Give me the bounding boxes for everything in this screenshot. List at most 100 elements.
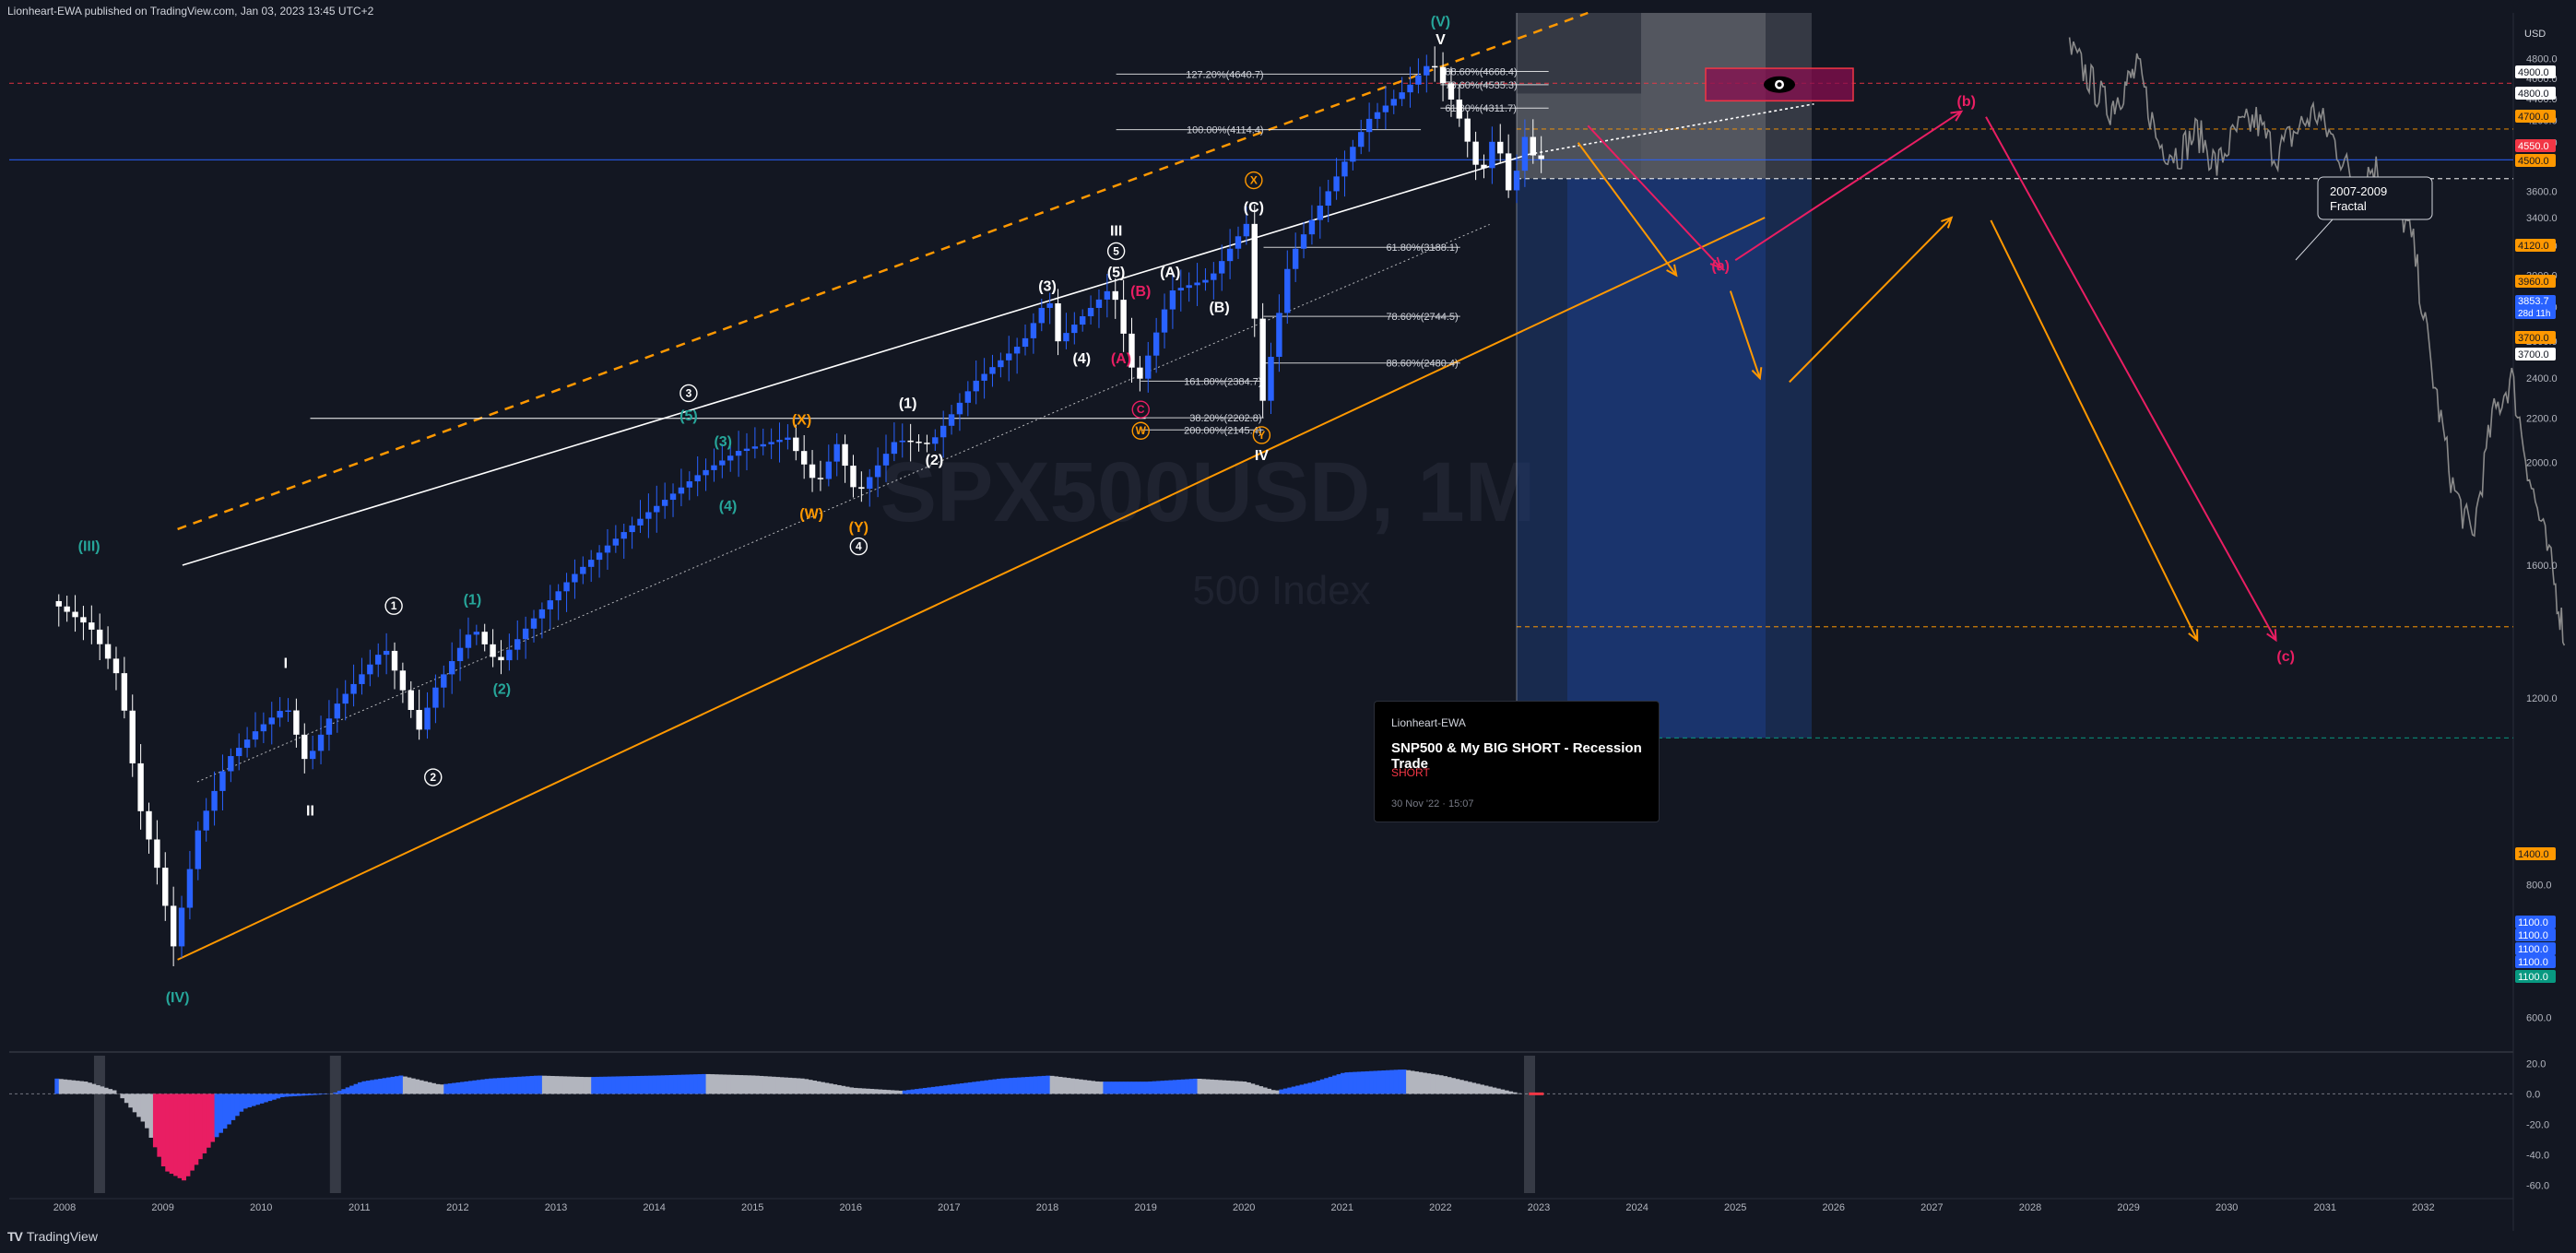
osc-bar-326 (1389, 1070, 1395, 1094)
candle-body-159 (1358, 132, 1365, 148)
osc-bar-345 (1467, 1082, 1472, 1094)
wave-circle-21 (1106, 242, 1126, 261)
candle-body-62 (563, 582, 570, 592)
candle-body-67 (604, 545, 611, 553)
price-axis-unit: USD (2524, 29, 2546, 40)
osc-bar-240 (1037, 1076, 1043, 1094)
osc-bar-255 (1098, 1082, 1104, 1094)
osc-bar-0 (54, 1078, 60, 1094)
osc-bar-210 (915, 1089, 920, 1094)
osc-bar-49 (254, 1093, 260, 1105)
osc-bar-316 (1348, 1071, 1353, 1094)
osc-bar-161 (714, 1074, 719, 1094)
candle-body-166 (1415, 75, 1422, 85)
wave-label-20: III (1110, 224, 1122, 240)
osc-bar-167 (739, 1075, 744, 1094)
wave-label-0: (III) (78, 539, 100, 555)
osc-bar-97 (452, 1082, 457, 1094)
osc-bar-291 (1246, 1082, 1251, 1094)
osc-bar-118 (538, 1075, 543, 1094)
osc-bar-146 (652, 1075, 657, 1094)
osc-bar-123 (558, 1076, 563, 1094)
tradingview-logo[interactable]: TV TradingView (7, 1229, 98, 1244)
candle-body-173 (1472, 141, 1479, 165)
candle-body-69 (620, 532, 627, 539)
year-label-2020: 2020 (1233, 1202, 1255, 1213)
wave-label-6: (1) (464, 592, 482, 608)
osc-bar-25 (157, 1093, 162, 1157)
osc-bar-11 (100, 1086, 105, 1094)
osc-bar-252 (1086, 1080, 1092, 1094)
osc-bar-30 (177, 1093, 183, 1178)
year-label-2025: 2025 (1724, 1202, 1746, 1213)
candle-body-32 (317, 734, 325, 751)
candle-body-15 (178, 907, 185, 947)
candle-body-171 (1456, 99, 1463, 119)
idea-card[interactable]: Lionheart-EWA SNP500 & My BIG SHORT - Re… (1374, 701, 1660, 822)
wave-label-13: (W) (799, 506, 823, 522)
osc-bar-174 (767, 1076, 773, 1094)
candle-body-26 (268, 717, 275, 725)
candle-body-90 (793, 437, 799, 452)
candle-body-60 (547, 600, 553, 609)
candle-body-125 (1080, 316, 1086, 325)
idea-date: 30 Nov '22 · 15:07 (1391, 798, 1474, 810)
pink-projection-arrow-4 (2266, 629, 2277, 643)
osc-bar-231 (1000, 1078, 1006, 1094)
osc-bar-355 (1508, 1091, 1514, 1094)
wave-circle-29 (1245, 171, 1263, 190)
osc-bar-330 (1406, 1070, 1412, 1094)
candle-body-142 (1219, 261, 1225, 274)
pink-projection-seg-0 (1587, 124, 1721, 269)
price-badge-bg-2 (2515, 110, 2556, 123)
osc-bar-350 (1487, 1086, 1493, 1094)
candle-body-132 (1137, 367, 1143, 379)
osc-bar-300 (1282, 1088, 1288, 1094)
candle-body-106 (924, 443, 930, 444)
price-badge-sub-7: 28d 11h (2518, 309, 2550, 319)
candle-body-104 (907, 440, 914, 443)
osc-bar-57 (288, 1093, 293, 1097)
osc-bar-100 (464, 1081, 469, 1094)
osc-bar-193 (845, 1086, 850, 1094)
candle-body-123 (1063, 333, 1069, 342)
osc-bar-71 (345, 1087, 350, 1094)
osc-bar-5 (75, 1081, 80, 1094)
osc-bar-147 (656, 1075, 662, 1094)
osc-bar-315 (1344, 1072, 1350, 1094)
osc-bar-264 (1135, 1082, 1140, 1094)
candle-body-162 (1382, 105, 1389, 112)
osc-bar-80 (382, 1078, 387, 1094)
osc-bar-232 (1004, 1078, 1010, 1094)
osc-bar-50 (259, 1093, 265, 1104)
osc-bar-137 (615, 1076, 620, 1094)
price-tick-1: 800.0 (2526, 881, 2552, 892)
wave-circle-5 (424, 768, 443, 786)
osc-bar-230 (996, 1079, 1001, 1094)
osc-bar-99 (460, 1082, 466, 1094)
candle-body-129 (1112, 290, 1118, 301)
osc-bar-26 (160, 1093, 166, 1167)
osc-bar-113 (517, 1076, 523, 1094)
osc-bar-170 (750, 1075, 756, 1094)
osc-bar-196 (857, 1088, 862, 1094)
wave-circle-8 (679, 384, 698, 403)
candle-body-35 (342, 693, 349, 704)
osc-bar-154 (685, 1074, 691, 1094)
osc-bar-189 (828, 1083, 833, 1094)
candle-body-133 (1145, 355, 1152, 379)
osc-bar-295 (1262, 1087, 1268, 1094)
candle-body-105 (916, 442, 922, 443)
price-badge-bg-8 (2515, 331, 2556, 344)
price-badge-14: 1100.0 (2518, 957, 2548, 968)
osc-bar-85 (402, 1076, 408, 1094)
candle-body-110 (956, 402, 963, 415)
candle-body-82 (727, 455, 734, 461)
osc-bar-186 (816, 1081, 821, 1094)
candle-body-152 (1300, 234, 1307, 249)
candle-body-117 (1013, 347, 1021, 354)
candle-body-148 (1268, 357, 1274, 401)
osc-bar-279 (1197, 1078, 1202, 1094)
candle-body-24 (252, 731, 259, 740)
